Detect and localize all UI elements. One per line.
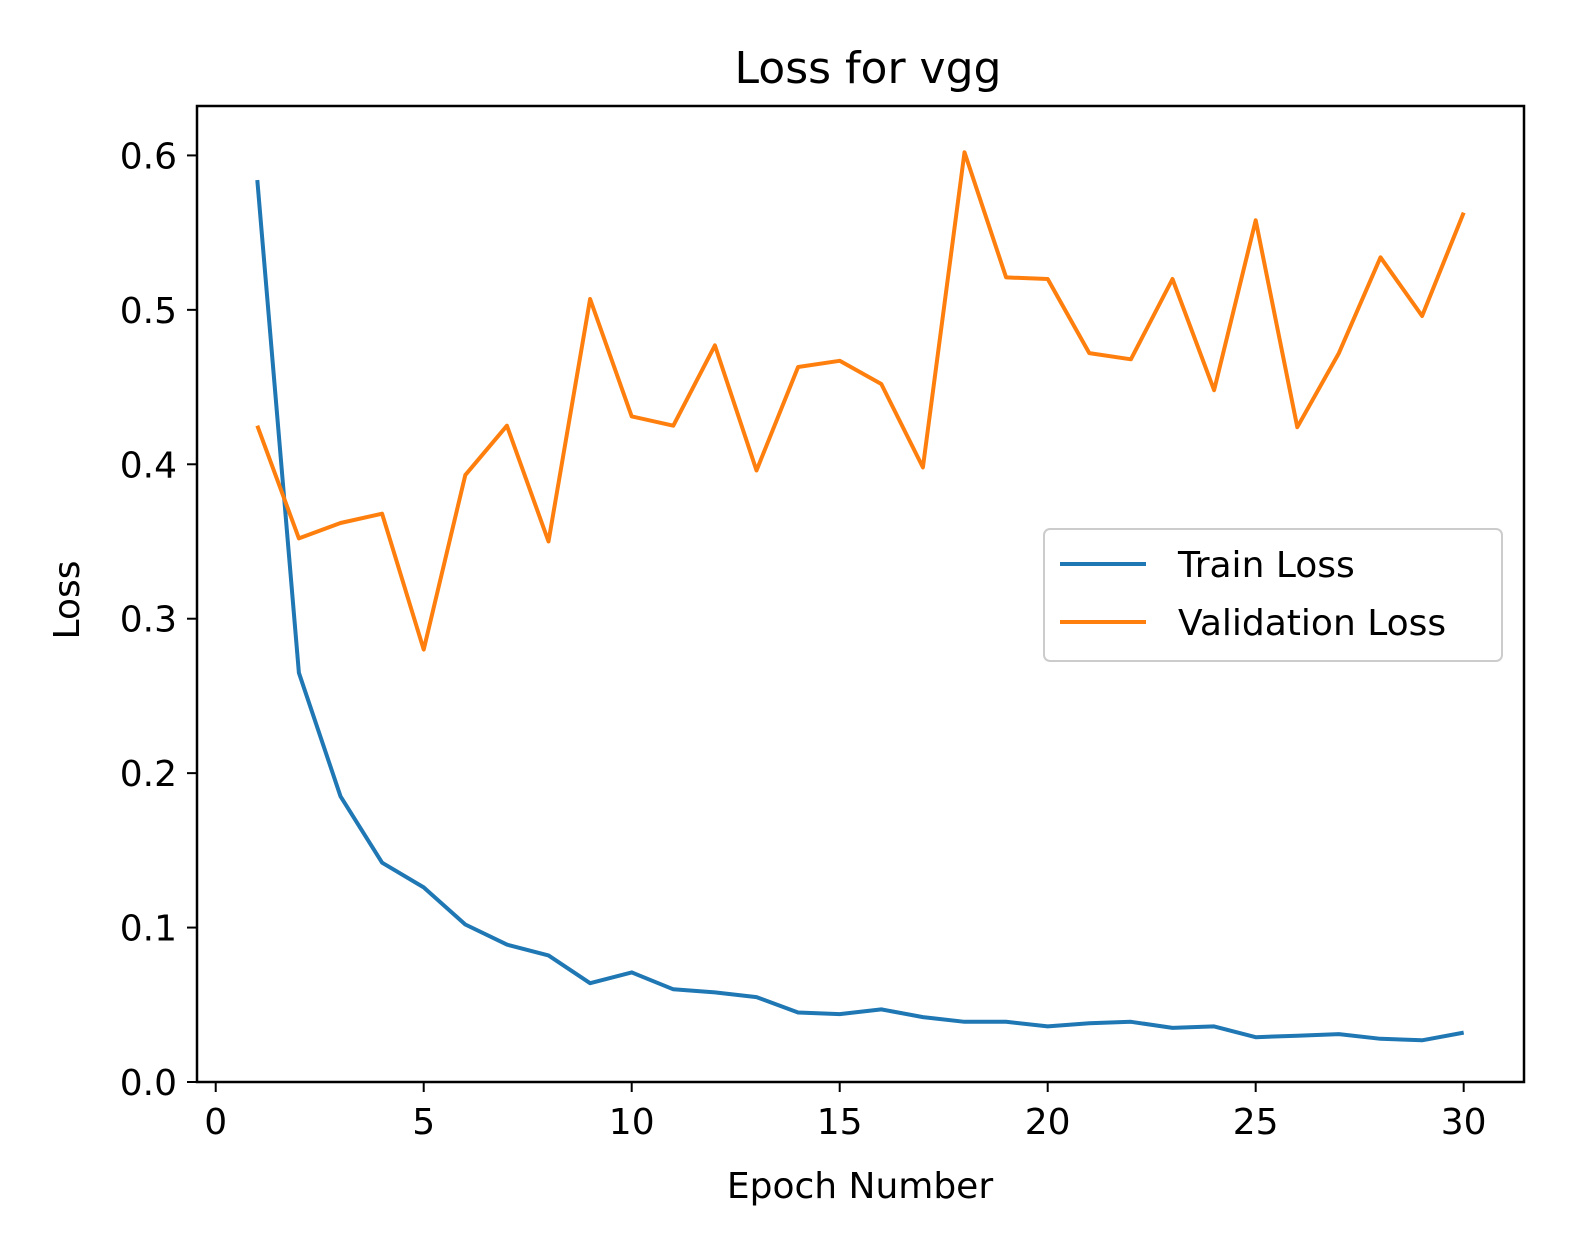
legend-label-train-loss: Train Loss xyxy=(1177,545,1355,586)
x-tick-label: 5 xyxy=(412,1102,435,1143)
y-tick-label: 0.1 xyxy=(120,909,177,950)
y-tick-label: 0.3 xyxy=(120,600,177,641)
y-tick-label: 0.0 xyxy=(120,1063,177,1104)
y-tick-label: 0.5 xyxy=(120,291,177,332)
legend-frame xyxy=(1043,528,1503,662)
series-lines xyxy=(255,150,1466,1043)
legend: Train Loss Validation Loss xyxy=(1043,528,1503,662)
x-tick-label: 20 xyxy=(1025,1102,1071,1143)
series-line-validation-loss xyxy=(255,150,1466,652)
series-line-train-loss xyxy=(255,179,1465,1043)
y-axis-ticks: 0.0 0.1 0.2 0.3 0.4 0.5 0.6 xyxy=(120,136,197,1104)
y-axis-label: Loss xyxy=(47,561,88,640)
y-tick-label: 0.4 xyxy=(120,445,177,486)
x-axis-label: Epoch Number xyxy=(727,1166,993,1207)
y-tick-label: 0.6 xyxy=(120,136,177,177)
x-tick-label: 0 xyxy=(204,1102,227,1143)
chart-title: Loss for vgg xyxy=(735,43,1002,94)
x-tick-label: 30 xyxy=(1441,1102,1487,1143)
legend-label-validation-loss: Validation Loss xyxy=(1178,603,1446,644)
x-tick-label: 25 xyxy=(1233,1102,1279,1143)
plot-area-frame xyxy=(195,104,1526,1084)
y-tick-label: 0.2 xyxy=(120,754,177,795)
x-tick-label: 15 xyxy=(817,1102,863,1143)
x-axis-ticks: 0 5 10 15 20 25 30 xyxy=(204,1082,1487,1143)
x-tick-label: 10 xyxy=(609,1102,655,1143)
